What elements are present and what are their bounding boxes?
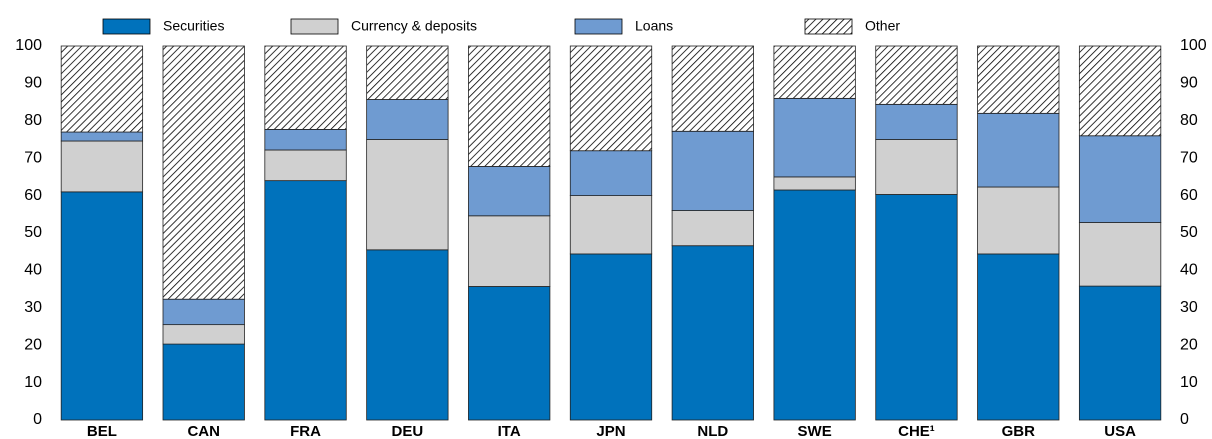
y2-tick-label: 30	[1180, 299, 1198, 316]
bar-segment	[366, 139, 449, 251]
y2-tick-label: 70	[1180, 149, 1198, 166]
bar-segment	[977, 112, 1060, 188]
bar-segment	[1078, 222, 1162, 287]
x-tick-label: JPN	[596, 423, 625, 439]
x-tick-label: FRA	[290, 423, 321, 439]
bar-segment	[468, 166, 551, 217]
y2-tick-label: 20	[1180, 336, 1198, 353]
legend-label: Currency & deposits	[351, 18, 477, 34]
y2-tick-label: 40	[1180, 262, 1198, 279]
bar-segment	[366, 249, 449, 421]
bar-segment	[977, 253, 1060, 421]
bar-segment	[162, 324, 245, 345]
bar-segment	[264, 180, 347, 421]
bar-segment	[977, 45, 1060, 114]
y-tick-label: 0	[33, 411, 42, 428]
x-tick-label: CHE¹	[898, 423, 935, 439]
y-tick-label: 20	[24, 336, 42, 353]
bar-segment	[569, 150, 653, 197]
x-tick-label: NLD	[697, 423, 728, 439]
bar-segment	[875, 139, 958, 195]
bar-segment	[875, 103, 958, 140]
bar-segment	[162, 45, 245, 300]
bar-segment	[162, 343, 245, 421]
x-tick-label: SWE	[798, 423, 832, 439]
legend-swatch	[290, 18, 339, 35]
x-tick-label: BEL	[87, 423, 117, 439]
y-tick-label: 100	[15, 37, 42, 54]
bar-segment	[60, 131, 144, 142]
y-tick-label: 60	[24, 187, 42, 204]
bar-segment	[671, 45, 754, 132]
y-tick-label: 30	[24, 299, 42, 316]
legend-swatch	[102, 18, 151, 35]
legend-label: Securities	[163, 18, 224, 34]
legend-label: Other	[865, 18, 900, 34]
bar-segment	[60, 140, 144, 193]
y-tick-label: 90	[24, 75, 42, 92]
bar-segment	[60, 45, 144, 133]
y-tick-label: 10	[24, 374, 42, 391]
x-tick-label: ITA	[498, 423, 521, 439]
y2-tick-label: 50	[1180, 224, 1198, 241]
y-tick-label: 70	[24, 149, 42, 166]
y-tick-label: 50	[24, 224, 42, 241]
bar-segment	[366, 45, 449, 100]
bar-segment	[773, 97, 856, 178]
y-tick-label: 80	[24, 112, 42, 129]
bar-segment	[569, 195, 653, 255]
bar-segment	[671, 130, 754, 211]
y-tick-label: 40	[24, 262, 42, 279]
x-tick-label: CAN	[187, 423, 220, 439]
y2-tick-label: 10	[1180, 374, 1198, 391]
bar-segment	[264, 129, 347, 151]
bar-segment	[773, 45, 856, 99]
legend-swatch	[574, 18, 623, 35]
bar-segment	[977, 186, 1060, 255]
bar-segment	[468, 215, 551, 287]
bar-segment	[773, 176, 856, 191]
bar-segment	[162, 298, 245, 326]
bar-segment	[264, 149, 347, 182]
bar-segment	[569, 253, 653, 421]
bar-segment	[468, 45, 551, 167]
bar-segment	[1078, 45, 1162, 137]
bar-segment	[366, 99, 449, 140]
y2-tick-label: 90	[1180, 75, 1198, 92]
legend-swatch	[804, 18, 853, 35]
bar-segment	[264, 45, 347, 130]
bar-segment	[671, 210, 754, 247]
bar-segment	[468, 286, 551, 421]
x-tick-label: GBR	[1002, 423, 1036, 439]
bar-segment	[569, 45, 653, 152]
bar-segment	[773, 189, 856, 421]
bar-segment	[875, 194, 958, 421]
y2-tick-label: 100	[1180, 37, 1207, 54]
bar-segment	[1078, 135, 1162, 223]
bar-segment	[1078, 285, 1162, 421]
x-tick-label: DEU	[392, 423, 424, 439]
y2-tick-label: 60	[1180, 187, 1198, 204]
bar-segment	[60, 191, 144, 421]
y2-tick-label: 0	[1180, 411, 1189, 428]
x-tick-label: USA	[1104, 423, 1136, 439]
bar-segment	[671, 245, 754, 421]
legend-label: Loans	[635, 18, 673, 34]
y2-tick-label: 80	[1180, 112, 1198, 129]
bar-segment	[875, 45, 958, 105]
